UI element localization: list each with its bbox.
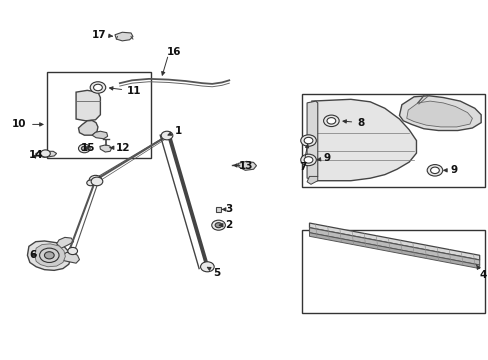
Circle shape bbox=[68, 247, 78, 255]
Polygon shape bbox=[306, 176, 317, 184]
Text: 8: 8 bbox=[342, 118, 364, 128]
Circle shape bbox=[215, 223, 222, 228]
Text: 17: 17 bbox=[92, 30, 112, 40]
Polygon shape bbox=[306, 101, 317, 179]
Polygon shape bbox=[238, 161, 256, 170]
Polygon shape bbox=[35, 244, 65, 267]
Circle shape bbox=[81, 146, 87, 150]
Circle shape bbox=[93, 84, 102, 91]
Circle shape bbox=[91, 177, 102, 186]
Text: 3: 3 bbox=[222, 204, 232, 215]
Polygon shape bbox=[309, 233, 479, 269]
Circle shape bbox=[304, 157, 312, 163]
Text: 2: 2 bbox=[219, 220, 232, 230]
Polygon shape bbox=[79, 121, 98, 135]
Polygon shape bbox=[399, 96, 480, 131]
Text: 6: 6 bbox=[29, 250, 36, 260]
Circle shape bbox=[323, 115, 339, 127]
Bar bbox=[302, 230, 484, 313]
Circle shape bbox=[89, 175, 102, 185]
Text: 12: 12 bbox=[110, 143, 130, 153]
Circle shape bbox=[427, 165, 442, 176]
Polygon shape bbox=[309, 223, 479, 260]
Text: 13: 13 bbox=[233, 161, 253, 171]
Text: 9: 9 bbox=[317, 153, 329, 163]
Circle shape bbox=[300, 154, 316, 166]
Text: 16: 16 bbox=[167, 46, 181, 57]
Circle shape bbox=[79, 144, 90, 153]
Polygon shape bbox=[309, 228, 479, 265]
Polygon shape bbox=[406, 101, 471, 127]
Text: 4: 4 bbox=[475, 265, 486, 280]
Circle shape bbox=[161, 131, 172, 140]
Text: 11: 11 bbox=[109, 86, 142, 96]
Text: 10: 10 bbox=[12, 120, 26, 129]
Text: 7: 7 bbox=[299, 144, 308, 172]
Circle shape bbox=[86, 180, 94, 186]
Text: 9: 9 bbox=[443, 165, 457, 175]
Circle shape bbox=[40, 248, 59, 262]
Circle shape bbox=[90, 82, 105, 93]
Circle shape bbox=[41, 150, 50, 157]
Polygon shape bbox=[92, 131, 107, 139]
Text: 1: 1 bbox=[168, 126, 182, 135]
Polygon shape bbox=[36, 151, 57, 157]
Polygon shape bbox=[76, 90, 100, 121]
Circle shape bbox=[430, 167, 438, 174]
Polygon shape bbox=[215, 207, 221, 212]
Circle shape bbox=[304, 137, 312, 144]
Polygon shape bbox=[115, 32, 133, 41]
Text: 14: 14 bbox=[29, 150, 43, 160]
Polygon shape bbox=[27, 241, 71, 270]
Bar bbox=[302, 94, 484, 187]
Polygon shape bbox=[100, 145, 111, 152]
Polygon shape bbox=[57, 237, 74, 248]
Bar bbox=[47, 72, 151, 158]
Text: 15: 15 bbox=[81, 143, 95, 153]
Circle shape bbox=[300, 135, 316, 146]
Circle shape bbox=[44, 252, 54, 259]
Circle shape bbox=[326, 118, 335, 124]
Polygon shape bbox=[311, 99, 416, 181]
Polygon shape bbox=[63, 252, 80, 263]
Text: 5: 5 bbox=[207, 267, 220, 278]
Circle shape bbox=[211, 220, 225, 230]
Circle shape bbox=[200, 262, 214, 272]
